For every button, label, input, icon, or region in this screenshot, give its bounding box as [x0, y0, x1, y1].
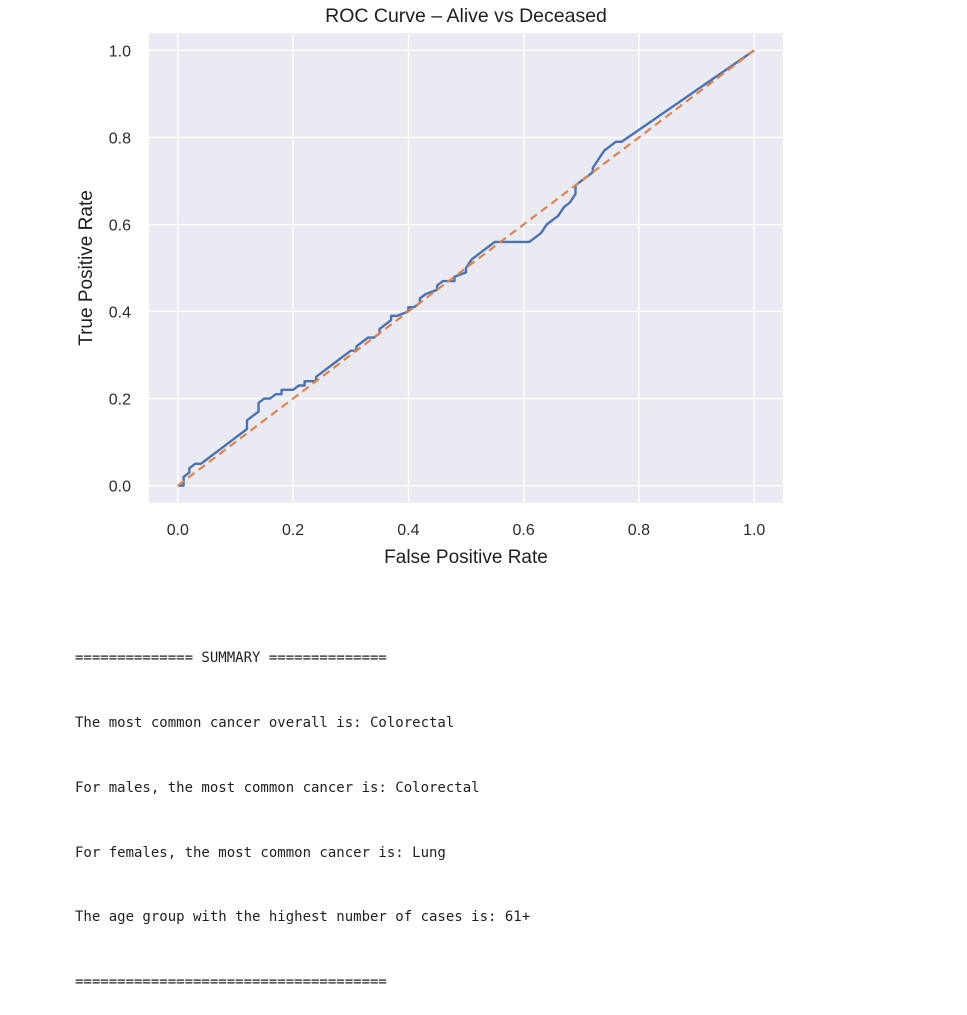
x-tick-label: 0.2 — [282, 522, 304, 539]
x-tick-label: 0.4 — [397, 522, 419, 539]
chance-diagonal-line — [177, 49, 755, 487]
y-tick-label: 1.0 — [109, 43, 131, 60]
x-tick-labels: 0.0 0.2 0.4 0.6 0.8 1.0 — [167, 522, 766, 539]
summary-line-overall: The most common cancer overall is: Color… — [75, 714, 455, 731]
x-tick-label: 1.0 — [743, 522, 765, 539]
y-tick-label: 0.8 — [109, 130, 131, 147]
x-axis-label: False Positive Rate — [384, 547, 548, 568]
y-tick-label: 0.6 — [109, 217, 131, 234]
summary-line-males: For males, the most common cancer is: Co… — [75, 779, 480, 796]
y-tick-label: 0.4 — [109, 305, 131, 322]
chart-title: ROC Curve – Alive vs Deceased — [325, 5, 607, 27]
summary-line-females: For females, the most common cancer is: … — [75, 844, 446, 861]
x-tick-label: 0.8 — [628, 522, 650, 539]
summary-footer: ===================================== — [75, 974, 387, 991]
summary-header: ============== SUMMARY ============== — [75, 650, 387, 667]
summary-output: ============== SUMMARY ============== Th… — [75, 605, 530, 1015]
x-tick-label: 0.6 — [513, 522, 535, 539]
roc-chart-svg: 0.0 0.2 0.4 0.6 0.8 1.0 0.0 0.2 0.4 0.6 0.8 1.0 RO… — [76, 5, 783, 568]
y-axis-label: True Positive Rate — [76, 190, 97, 346]
vertical-gridlines — [177, 33, 755, 503]
roc-curve-line — [177, 49, 755, 487]
series-layer — [177, 49, 755, 487]
roc-chart: 0.0 0.2 0.4 0.6 0.8 1.0 0.0 0.2 0.4 0.6 0.8 1.0 RO… — [76, 5, 783, 568]
horizontal-gridlines — [149, 49, 783, 487]
x-tick-label: 0.0 — [167, 522, 189, 539]
y-tick-labels: 0.0 0.2 0.4 0.6 0.8 1.0 — [109, 43, 131, 495]
y-tick-label: 0.0 — [109, 479, 131, 496]
y-tick-label: 0.2 — [109, 392, 131, 409]
summary-line-age-group: The age group with the highest number of… — [75, 909, 531, 926]
